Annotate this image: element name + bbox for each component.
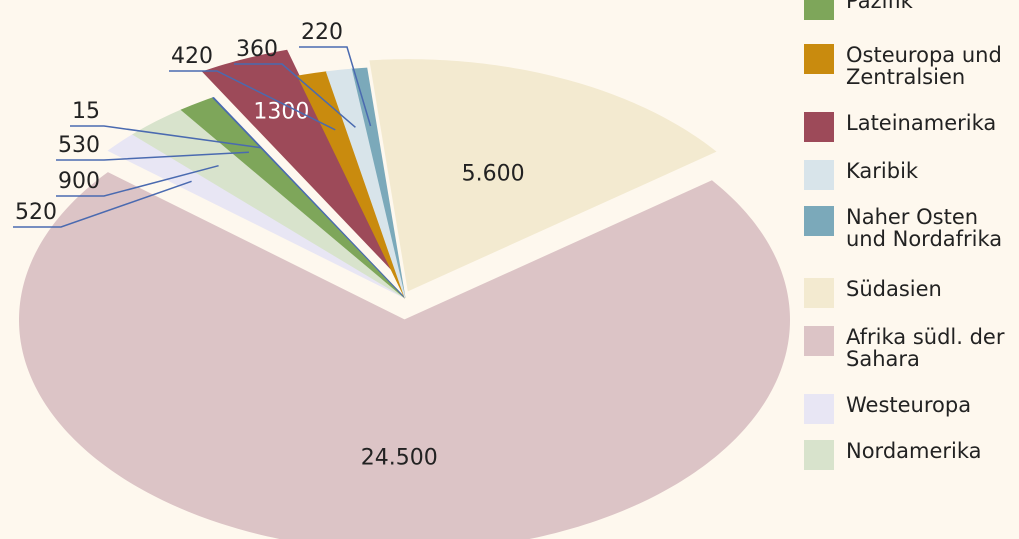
leader-line (234, 63, 356, 128)
pie-slice (369, 59, 717, 292)
slice-label: 360 (236, 37, 278, 62)
legend-label: Lateinamerika (846, 111, 997, 135)
legend-label: Nordamerika (846, 439, 982, 463)
legend-item: Naher Osten und Nordafrika (804, 206, 1002, 250)
slice-label: 220 (301, 20, 343, 45)
leader-line (169, 70, 336, 131)
legend-label: Westeuropa (846, 393, 972, 417)
legend-item: Osteuropa und Zentralsien (804, 44, 1002, 88)
pie-slice (325, 68, 406, 299)
legend-label: Südasien (846, 277, 942, 301)
legend-label: Naher Osten und Nordafrika (846, 205, 1003, 251)
legend-item: Nordamerika (804, 440, 982, 470)
legend-swatch (804, 278, 834, 308)
legend-item: Westeuropa (804, 394, 971, 424)
slice-label: 15 (72, 99, 100, 124)
slice-label: 5.600 (462, 161, 525, 186)
pie-slice (297, 71, 406, 299)
legend-label: Karibik (846, 159, 919, 183)
legend-label: Pazifik (846, 0, 913, 13)
legend-swatch (804, 0, 834, 20)
legend-label: Afrika südl. der Sahara (846, 325, 1005, 371)
leader-line (56, 164, 219, 197)
slice-label: 24.500 (361, 446, 438, 471)
pie-slice (19, 172, 791, 539)
legend-swatch (804, 112, 834, 142)
legend-item: Lateinamerika (804, 112, 996, 142)
slice-label: 520 (15, 200, 57, 225)
legend-swatch (804, 394, 834, 424)
pie-slice (201, 49, 395, 273)
legend-item: Pazifik (804, 0, 913, 20)
legend-item: Afrika südl. der Sahara (804, 326, 1004, 370)
pie-slice (180, 97, 406, 299)
slice-label: 420 (171, 44, 213, 69)
leader-line (70, 125, 262, 149)
legend-swatch (804, 160, 834, 190)
pie-slice (132, 109, 406, 299)
legend-item: Karibik (804, 160, 918, 190)
slice-label: 900 (58, 169, 100, 194)
leader-line (299, 46, 372, 127)
legend-label: Osteuropa und Zentralsien (846, 43, 1002, 89)
leader-line (13, 180, 192, 228)
slice-label: 530 (58, 133, 100, 158)
legend-swatch (804, 44, 834, 74)
leader-line (56, 151, 249, 161)
legend-swatch (804, 440, 834, 470)
legend-swatch (804, 206, 834, 236)
legend-item: Südasien (804, 278, 942, 308)
legend-swatch (804, 326, 834, 356)
